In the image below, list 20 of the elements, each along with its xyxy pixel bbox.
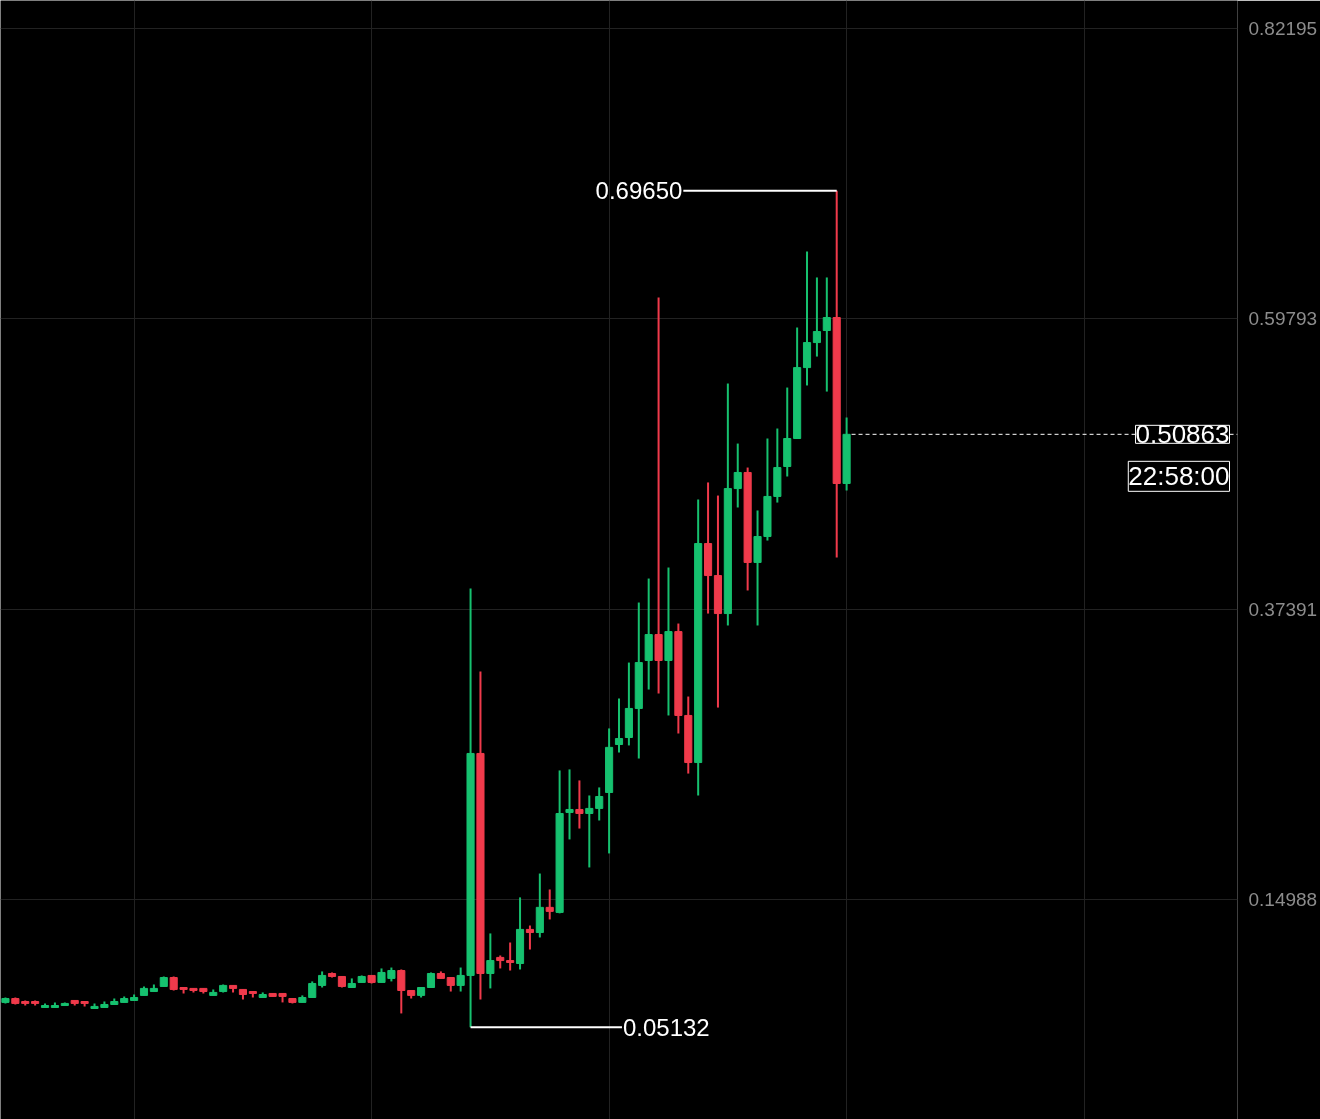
- annotation: 0.69650: [595, 177, 683, 205]
- candlestick: [506, 941, 515, 972]
- candlestick: [733, 442, 742, 509]
- annotation: 0.05132: [622, 1013, 710, 1041]
- candlestick: [525, 924, 534, 951]
- y-tick-label: 0.37391: [1248, 598, 1318, 620]
- y-tick-label: 0.59793: [1248, 308, 1318, 330]
- y-tick-label: 0.14988: [1248, 888, 1318, 910]
- candlestick: [565, 768, 574, 841]
- y-tick-label: 0.82195: [1248, 17, 1318, 39]
- annotation: 22:58:00: [1128, 461, 1230, 492]
- candlestick: [486, 932, 495, 990]
- candlestick: [575, 779, 584, 830]
- candlestick: [812, 276, 821, 358]
- ref-line-label: 0.50863: [1135, 419, 1230, 450]
- candlestick: [822, 276, 831, 393]
- candlestick: [614, 697, 624, 754]
- candlestick: [545, 888, 554, 921]
- candlestick: [654, 296, 663, 695]
- candlestick: [397, 968, 406, 1015]
